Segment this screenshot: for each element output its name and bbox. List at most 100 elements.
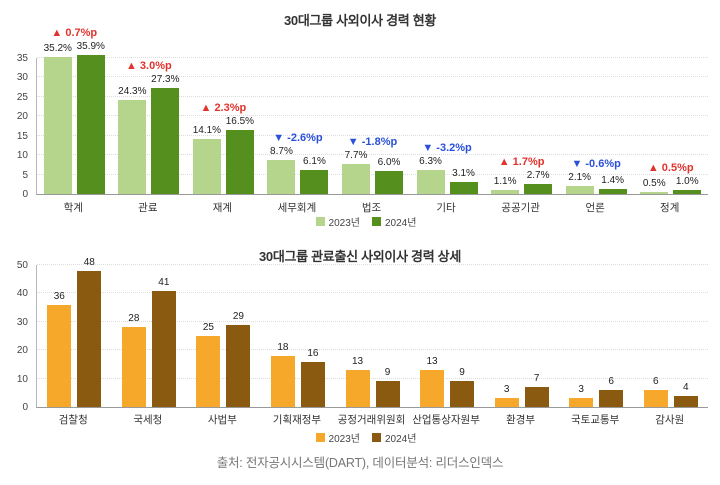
value-label: 6.1% <box>303 156 326 168</box>
bar-2024 <box>375 381 400 407</box>
value-label: 48 <box>83 256 95 268</box>
gridline <box>37 349 708 351</box>
plot-area: 35.2% 35.9% ▲ 0.7%p 24.3% 27.3% ▲ 3.0%p 14.1% 1… <box>36 27 708 195</box>
legend-swatch-2023 <box>315 217 325 226</box>
value-label: 1.0% <box>675 176 699 188</box>
category-label: 관료 <box>138 202 158 214</box>
value-label: 36 <box>53 290 65 302</box>
y-tick-label: 0 <box>22 189 28 200</box>
value-label: 13 <box>351 356 364 368</box>
diff-annotation: ▼ -2.6%p <box>273 132 323 145</box>
value-label: 28 <box>128 313 140 325</box>
value-label: 0.5% <box>642 178 666 190</box>
y-tick-label: 20 <box>16 111 28 123</box>
value-label: 16 <box>307 347 319 359</box>
bar-2024 <box>673 395 698 407</box>
bar-2023 <box>494 398 519 407</box>
value-label: 14.1% <box>192 125 222 137</box>
bar-2024 <box>300 361 325 407</box>
value-label: 2.1% <box>568 171 592 183</box>
bar-2023 <box>345 370 370 407</box>
value-label: 6.0% <box>377 156 401 168</box>
chart-career-overview: 30대그룹 사외이사 경력 현황 0 5 10 15 20 25 30 35 35.2% 35.… <box>0 0 720 232</box>
gridline <box>37 76 708 78</box>
bar-2023 <box>569 398 594 407</box>
legend-label-2023: 2023년 <box>328 218 360 229</box>
chart-title: 30대그룹 사외이사 경력 현황 <box>283 13 437 28</box>
value-label: 16.5% <box>225 115 255 127</box>
bar-2024 <box>524 183 553 194</box>
bar-2023 <box>118 99 147 194</box>
bar-2023 <box>270 355 295 407</box>
x-axis: 학계 관료 재계 세무회계 법조 기타 공공기관 언론 정계 <box>36 198 708 214</box>
x-axis: 검찰청 국세청 사법부 기획재정부 공정거래위원회 산업통상자원부 환경부 국토교통부 감사원 <box>36 410 708 426</box>
y-tick-label: 30 <box>16 316 28 328</box>
value-label: 29 <box>232 310 244 322</box>
category-label: 산업통상자원부 <box>412 414 480 426</box>
value-label: 3.1% <box>452 167 475 179</box>
category-label: 사법부 <box>207 414 237 426</box>
bar-2024 <box>524 387 549 407</box>
y-tick-label: 50 <box>16 260 28 271</box>
bar-2023 <box>565 185 594 194</box>
gridline <box>37 134 708 136</box>
category-label: 언론 <box>585 202 605 214</box>
category-label: 정계 <box>660 202 680 214</box>
bar-2024 <box>673 190 702 194</box>
bar-2023 <box>342 164 370 194</box>
legend: 2023년 2024년 <box>36 214 708 229</box>
y-tick-label: 0 <box>22 402 28 413</box>
bar-2024 <box>449 181 478 194</box>
legend: 2023년 2024년 <box>36 430 708 445</box>
value-label: 25 <box>202 322 214 333</box>
diff-annotation: ▲ 0.5%p <box>647 162 694 175</box>
bar-2024 <box>151 290 176 407</box>
category-label: 환경부 <box>506 414 536 426</box>
value-label: 6 <box>652 375 659 387</box>
plot-area: 36 48 28 41 25 29 18 16 13 9 13 9 3 7 3 6 6 4 <box>36 257 708 408</box>
value-label: 27.3% <box>151 73 180 85</box>
bar-2024 <box>76 54 105 194</box>
category-label: 국토교통부 <box>571 414 620 426</box>
diff-annotation: ▲ 1.7%p <box>498 155 545 168</box>
bar-2023 <box>643 389 668 407</box>
category-label: 재계 <box>212 202 233 214</box>
legend-swatch-2024 <box>372 433 381 442</box>
bar-2024 <box>450 381 475 407</box>
category-label: 기획재정부 <box>272 414 322 426</box>
value-label: 6 <box>608 375 614 387</box>
y-tick-label: 5 <box>22 169 28 181</box>
bar-2023 <box>640 192 669 194</box>
bar-2024 <box>77 270 102 407</box>
value-label: 3 <box>503 384 510 396</box>
category-label: 공정거래위원회 <box>337 414 406 426</box>
y-tick-label: 25 <box>16 91 28 103</box>
y-axis: 0 5 10 15 20 25 30 35 <box>0 53 32 200</box>
y-axis: 0 10 20 30 40 50 <box>0 260 32 413</box>
bar-2023 <box>43 57 72 194</box>
y-tick-label: 10 <box>16 373 28 385</box>
bar-2024 <box>599 389 624 407</box>
y-tick-label: 40 <box>16 288 28 300</box>
category-label: 학계 <box>63 202 83 214</box>
value-label: 35.9% <box>76 40 105 52</box>
diff-annotation: ▼ -1.8%p <box>347 136 398 149</box>
value-label: 41 <box>158 276 170 288</box>
category-label: 공공기관 <box>501 202 540 214</box>
gridline <box>37 95 708 97</box>
diff-annotation: ▼ -0.6%p <box>571 157 621 170</box>
category-label: 감사원 <box>655 414 685 426</box>
value-label: 7 <box>533 373 540 385</box>
legend-swatch-2023 <box>315 433 325 442</box>
gridline <box>37 264 708 265</box>
gridline <box>37 377 708 379</box>
value-label: 4 <box>682 381 689 393</box>
value-label: 18 <box>277 341 289 353</box>
value-label: 8.7% <box>270 146 293 158</box>
gridline <box>37 320 708 322</box>
value-label: 9 <box>459 367 465 379</box>
value-label: 9 <box>384 367 391 379</box>
value-label: 24.3% <box>118 85 147 97</box>
category-label: 기타 <box>436 202 456 214</box>
y-tick-label: 10 <box>16 150 28 162</box>
